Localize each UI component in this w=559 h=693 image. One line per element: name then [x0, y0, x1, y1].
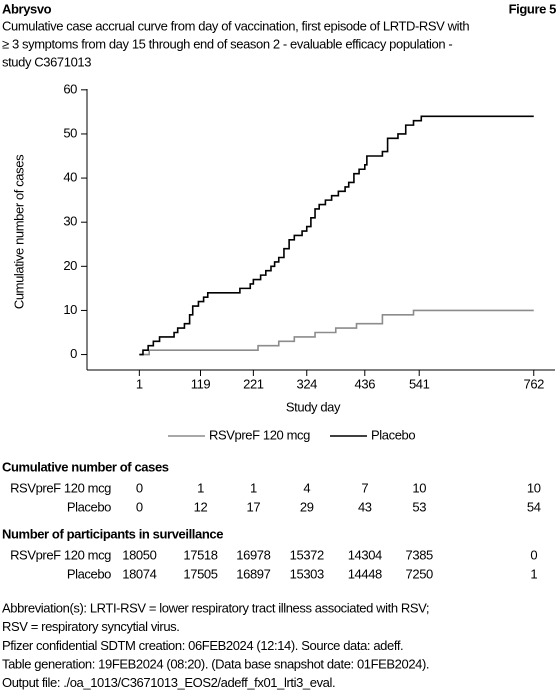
- table-cell: 16897: [236, 566, 270, 581]
- x-tick-label: 762: [524, 376, 545, 391]
- table-cell: 4: [303, 480, 310, 495]
- y-axis-label: Cumulative number of cases: [11, 154, 26, 309]
- table-cell: 14448: [348, 566, 382, 581]
- table-cell: 1: [250, 480, 257, 495]
- table-cell: 0: [530, 547, 537, 562]
- table-cell: 10: [527, 480, 541, 495]
- row-label: RSVpreF 120 mcg: [10, 480, 111, 495]
- footnote: Abbreviation(s): LRTI-RSV = lower respir…: [2, 600, 429, 615]
- table-cell: 43: [358, 499, 372, 514]
- table-cell: 15372: [290, 547, 324, 562]
- step-line: [139, 115, 534, 356]
- y-tick-label: 60: [63, 81, 77, 96]
- row-label: RSVpreF 120 mcg: [10, 547, 111, 562]
- row-label: Placebo: [67, 499, 111, 514]
- table-cell: 10: [412, 480, 426, 495]
- table-cell: 54: [527, 499, 541, 514]
- x-axis-label: Study day: [286, 399, 341, 414]
- table-cell: 17518: [183, 547, 217, 562]
- footnote: RSV = respiratory syncytial virus.: [2, 619, 179, 634]
- table-cell: 53: [412, 499, 426, 514]
- table-cell: 7250: [406, 566, 433, 581]
- step-line: [139, 309, 534, 356]
- y-tick-label: 0: [70, 346, 77, 361]
- footnote: Pfizer confidential SDTM creation: 06FEB…: [2, 638, 403, 653]
- x-tick-label: 1: [136, 376, 143, 391]
- legend-label: RSVpreF 120 mcg: [209, 427, 310, 442]
- x-tick-label: 541: [409, 376, 430, 391]
- chart-title: ≥ 3 symptoms from day 15 through end of …: [2, 36, 452, 51]
- row-label: Placebo: [67, 566, 111, 581]
- product: Abrysvo: [2, 1, 52, 16]
- table-cell: 18074: [122, 566, 156, 581]
- table-cell: 15303: [290, 566, 324, 581]
- table-cell: 16978: [236, 547, 270, 562]
- table-title: Cumulative number of cases: [2, 459, 169, 474]
- table-title: Number of participants in surveillance: [2, 526, 223, 541]
- table-cell: 7: [361, 480, 368, 495]
- table-cell: 1: [197, 480, 204, 495]
- x-tick-label: 324: [296, 376, 317, 391]
- x-tick-label: 436: [355, 376, 376, 391]
- table-cell: 17505: [183, 566, 217, 581]
- chart-title: study C3671013: [2, 54, 91, 69]
- y-tick-label: 50: [63, 125, 77, 140]
- table-cell: 0: [136, 499, 143, 514]
- table-cell: 18050: [122, 547, 156, 562]
- x-tick-label: 221: [243, 376, 264, 391]
- y-tick-label: 10: [63, 302, 77, 317]
- legend-label: Placebo: [371, 427, 415, 442]
- table-cell: 12: [194, 499, 208, 514]
- y-tick-label: 20: [63, 258, 77, 273]
- footnote: Output file: ./oa_1013/C3671013_EOS2/ade…: [2, 675, 335, 690]
- chart-title: Cumulative case accrual curve from day o…: [2, 18, 469, 33]
- table-cell: 29: [300, 499, 314, 514]
- figure-number: Figure 5: [509, 1, 557, 16]
- y-tick-label: 40: [63, 170, 77, 185]
- footnote: Table generation: 19FEB2024 (08:20). (Da…: [2, 657, 429, 672]
- table-cell: 7385: [406, 547, 433, 562]
- table-cell: 0: [136, 480, 143, 495]
- y-tick-label: 30: [63, 214, 77, 229]
- table-cell: 14304: [348, 547, 382, 562]
- table-cell: 17: [247, 499, 261, 514]
- x-tick-label: 119: [191, 376, 211, 391]
- table-cell: 1: [530, 566, 537, 581]
